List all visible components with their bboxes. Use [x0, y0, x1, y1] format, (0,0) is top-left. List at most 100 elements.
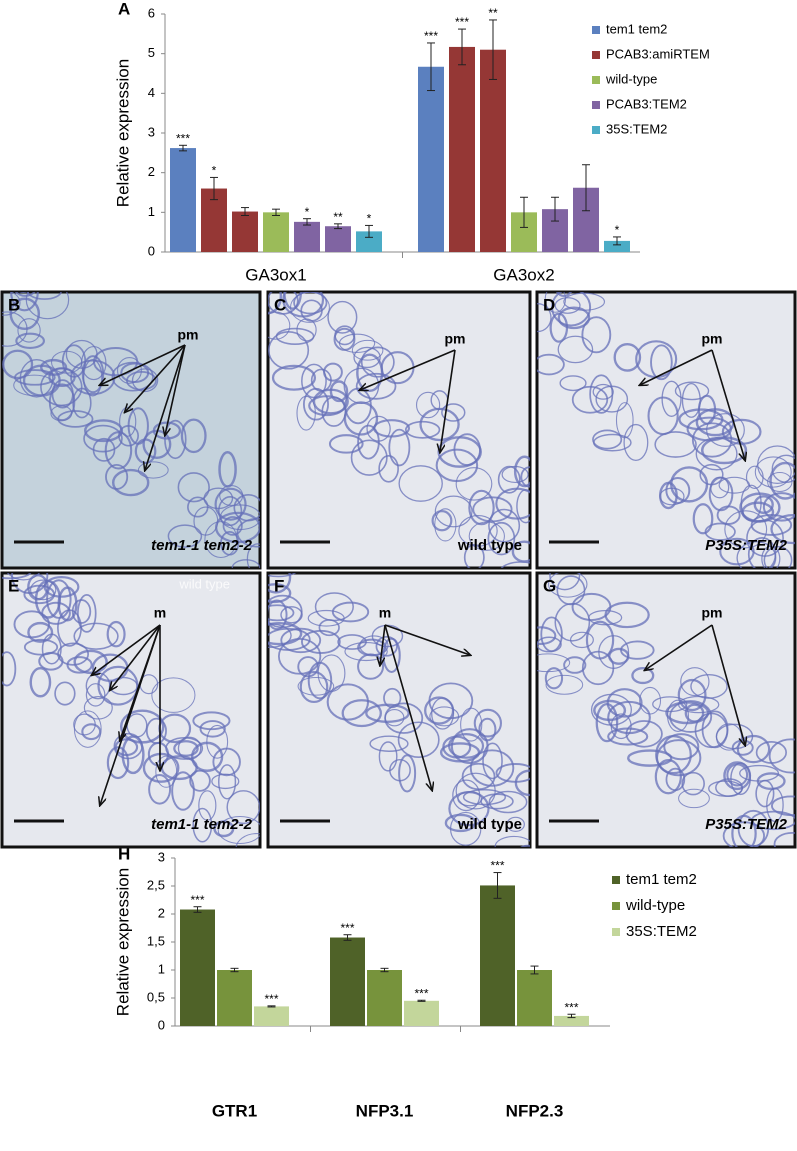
- cell: [681, 382, 701, 418]
- cell: [516, 489, 530, 524]
- caption: P35S:TEM2: [705, 537, 787, 554]
- cell: [537, 653, 571, 673]
- cell: [29, 666, 52, 698]
- cell: [771, 454, 795, 484]
- cell: [333, 327, 356, 351]
- cell: [14, 369, 56, 386]
- cell: [246, 543, 260, 568]
- cell: [297, 656, 319, 678]
- y-tick-label: 5: [148, 45, 155, 60]
- cell: [57, 586, 78, 622]
- arrow-label: pm: [445, 331, 466, 347]
- cell: [19, 359, 54, 398]
- y-axis-label: Relative expression: [113, 59, 132, 207]
- bar: [217, 970, 252, 1026]
- cell: [455, 772, 496, 810]
- error-bar: [272, 208, 280, 217]
- cell: [23, 638, 59, 656]
- significance-label: ***: [414, 986, 428, 1000]
- watermark: wild type: [178, 576, 230, 591]
- cell: [2, 573, 32, 580]
- cell: [268, 292, 283, 315]
- cell: [192, 807, 213, 843]
- cell: [137, 461, 169, 479]
- cell: [398, 754, 417, 793]
- cell: [350, 439, 388, 476]
- significance-label: ***: [424, 29, 438, 43]
- cell: [598, 635, 630, 669]
- cell: [83, 695, 113, 720]
- cell: [537, 303, 552, 333]
- cell: [11, 573, 49, 595]
- legend-swatch: [592, 26, 600, 34]
- cell: [231, 559, 260, 568]
- cell: [341, 699, 382, 728]
- error-bar: [520, 196, 528, 228]
- cell: [331, 601, 370, 623]
- y-tick-label: 2,5: [147, 877, 165, 892]
- cell: [180, 418, 207, 454]
- cell: [571, 592, 612, 622]
- cell: [404, 420, 441, 439]
- cell: [218, 451, 237, 488]
- legend-swatch: [592, 76, 600, 84]
- cell: [468, 521, 505, 551]
- cell: [710, 476, 730, 499]
- panel-letter: F: [274, 576, 284, 595]
- cell: [559, 375, 587, 392]
- cell: [378, 741, 398, 772]
- significance-label: **: [488, 6, 498, 20]
- error-bar: [380, 967, 389, 973]
- cell: [302, 387, 329, 421]
- arrow-label: m: [379, 605, 391, 621]
- cell: [383, 687, 402, 709]
- cell: [695, 437, 738, 471]
- cell: [441, 403, 466, 422]
- y-tick-label: 2: [148, 164, 155, 179]
- cell: [708, 780, 743, 797]
- cell: [356, 353, 384, 393]
- cell: [726, 763, 749, 787]
- cell: [769, 461, 795, 500]
- cell: [6, 573, 41, 581]
- error-bar: [267, 1005, 276, 1008]
- cell: [770, 513, 795, 545]
- cell: [722, 821, 765, 847]
- cell: [506, 816, 525, 832]
- cell: [750, 810, 795, 831]
- cell: [85, 683, 106, 707]
- caption: P35S:TEM2: [705, 816, 787, 833]
- cell: [40, 367, 83, 407]
- cell: [343, 367, 380, 404]
- cell: [2, 292, 21, 316]
- cell: [236, 517, 260, 548]
- cell: [564, 292, 574, 293]
- micrograph: [266, 290, 532, 570]
- micrograph: [535, 290, 797, 570]
- cell: [18, 292, 28, 293]
- cell: [627, 749, 673, 767]
- error-bar: [613, 236, 621, 246]
- bar: [604, 240, 630, 252]
- cell: [540, 616, 563, 653]
- cell: [721, 418, 762, 445]
- cell: [165, 736, 204, 760]
- cell: [271, 364, 317, 391]
- y-tick-label: 3: [148, 124, 155, 139]
- micrograph: [0, 290, 262, 570]
- cell: [461, 762, 496, 791]
- cell: [317, 654, 346, 693]
- cell: [754, 456, 792, 488]
- legend-label: 35S:TEM2: [606, 121, 667, 136]
- cell: [739, 764, 780, 782]
- cell: [547, 573, 588, 598]
- micrograph: [266, 571, 532, 849]
- cell: [762, 492, 795, 522]
- bar: [330, 937, 365, 1026]
- arrow: [100, 344, 186, 385]
- cell: [449, 811, 482, 846]
- cell: [307, 609, 345, 627]
- significance-label: ***: [264, 992, 278, 1006]
- y-tick-label: 0: [158, 1017, 165, 1032]
- cell: [142, 752, 180, 783]
